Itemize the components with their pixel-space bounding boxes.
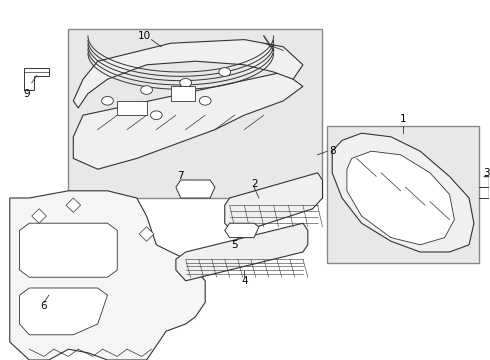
Text: 7: 7: [177, 171, 184, 181]
Text: 9: 9: [24, 89, 30, 99]
Polygon shape: [332, 133, 474, 252]
Bar: [327, 126, 479, 263]
Text: 5: 5: [231, 240, 238, 250]
Circle shape: [101, 96, 113, 105]
Polygon shape: [66, 198, 81, 212]
Circle shape: [141, 86, 152, 94]
Polygon shape: [20, 288, 107, 335]
Text: 6: 6: [41, 301, 48, 311]
Polygon shape: [32, 209, 47, 223]
Text: 3: 3: [483, 168, 490, 178]
Bar: [117, 101, 147, 115]
Circle shape: [180, 78, 192, 87]
Circle shape: [150, 111, 162, 120]
Bar: [69, 29, 322, 198]
Circle shape: [199, 96, 211, 105]
Circle shape: [219, 68, 231, 76]
Polygon shape: [347, 151, 454, 245]
Polygon shape: [139, 227, 154, 241]
Polygon shape: [10, 191, 205, 360]
Text: 8: 8: [329, 146, 336, 156]
Polygon shape: [74, 40, 303, 108]
Bar: [171, 86, 196, 101]
Polygon shape: [176, 223, 308, 281]
Polygon shape: [176, 180, 215, 198]
Text: 4: 4: [241, 276, 247, 286]
Polygon shape: [24, 68, 49, 90]
Text: 10: 10: [138, 31, 151, 41]
Polygon shape: [225, 173, 322, 234]
Text: 1: 1: [400, 114, 406, 124]
Text: 2: 2: [251, 179, 257, 189]
Polygon shape: [74, 72, 303, 169]
Polygon shape: [20, 223, 117, 277]
Polygon shape: [225, 223, 259, 238]
